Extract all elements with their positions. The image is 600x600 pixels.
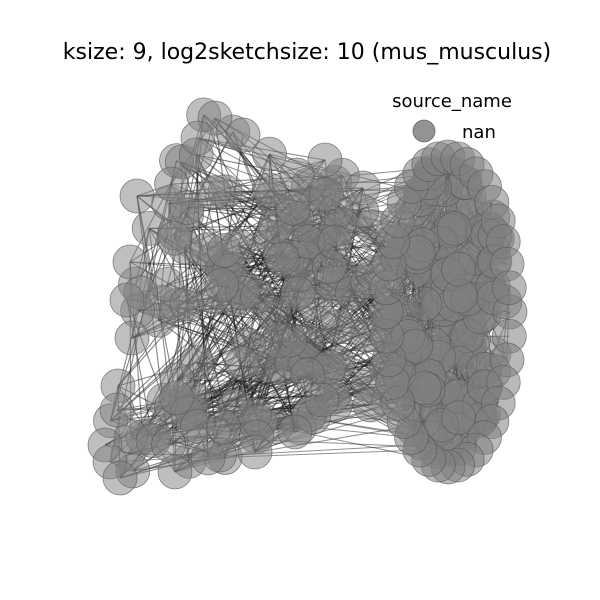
graph-node xyxy=(320,309,356,345)
graph-node xyxy=(307,142,343,178)
node-layer xyxy=(87,97,528,496)
graph-node xyxy=(252,136,287,172)
graph-node xyxy=(441,251,476,287)
graph-node xyxy=(206,232,242,268)
graph-node xyxy=(491,270,527,306)
graph-node xyxy=(119,178,155,214)
graph-node xyxy=(317,224,353,260)
graph-node xyxy=(159,380,195,416)
graph-node xyxy=(157,220,192,256)
graph-node xyxy=(277,414,313,450)
graph-node xyxy=(275,190,311,226)
graph-node xyxy=(237,434,273,470)
graph-node xyxy=(436,211,472,247)
legend: source_name nan xyxy=(392,91,512,143)
graph-node xyxy=(225,117,261,153)
graph-node xyxy=(224,345,260,381)
graph-node xyxy=(407,286,443,322)
graph-node xyxy=(280,276,316,311)
graph-node xyxy=(102,460,138,496)
graph-node xyxy=(279,157,315,193)
legend-title: source_name xyxy=(392,91,512,112)
graph-node xyxy=(99,392,135,428)
graph-node xyxy=(272,322,308,358)
graph-node xyxy=(251,172,287,208)
graph-node xyxy=(190,440,226,476)
graph-node xyxy=(169,190,205,225)
graph-node xyxy=(240,278,275,314)
graph-node xyxy=(345,170,381,206)
graph-node xyxy=(265,241,300,277)
graph-node xyxy=(109,282,145,318)
graph-node xyxy=(157,454,193,490)
graph-node xyxy=(112,244,148,280)
graph-node xyxy=(180,120,216,156)
graph-node xyxy=(206,409,242,445)
graph-node xyxy=(304,382,340,418)
legend-label: nan xyxy=(462,122,496,143)
legend-marker xyxy=(412,119,436,143)
graph-node xyxy=(169,286,205,322)
graph-node xyxy=(196,175,232,211)
graph-node xyxy=(114,320,150,356)
chart-title: ksize: 9, log2sketchsize: 10 (mus_muscul… xyxy=(63,40,551,65)
graph-node xyxy=(309,177,344,212)
graph-node xyxy=(204,267,240,303)
